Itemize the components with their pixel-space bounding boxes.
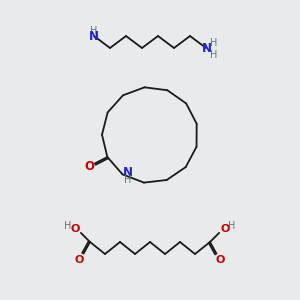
Text: O: O — [85, 160, 94, 173]
Text: O: O — [216, 255, 225, 265]
Text: N: N — [89, 31, 99, 44]
Text: H: H — [90, 26, 98, 36]
Text: H: H — [210, 38, 218, 48]
Text: O: O — [75, 255, 84, 265]
Text: H: H — [124, 175, 131, 185]
Text: O: O — [220, 224, 230, 234]
Text: N: N — [202, 43, 212, 56]
Text: H: H — [210, 50, 218, 60]
Text: H: H — [228, 221, 236, 231]
Text: H: H — [64, 221, 72, 231]
Text: O: O — [70, 224, 80, 234]
Text: N: N — [122, 166, 133, 179]
